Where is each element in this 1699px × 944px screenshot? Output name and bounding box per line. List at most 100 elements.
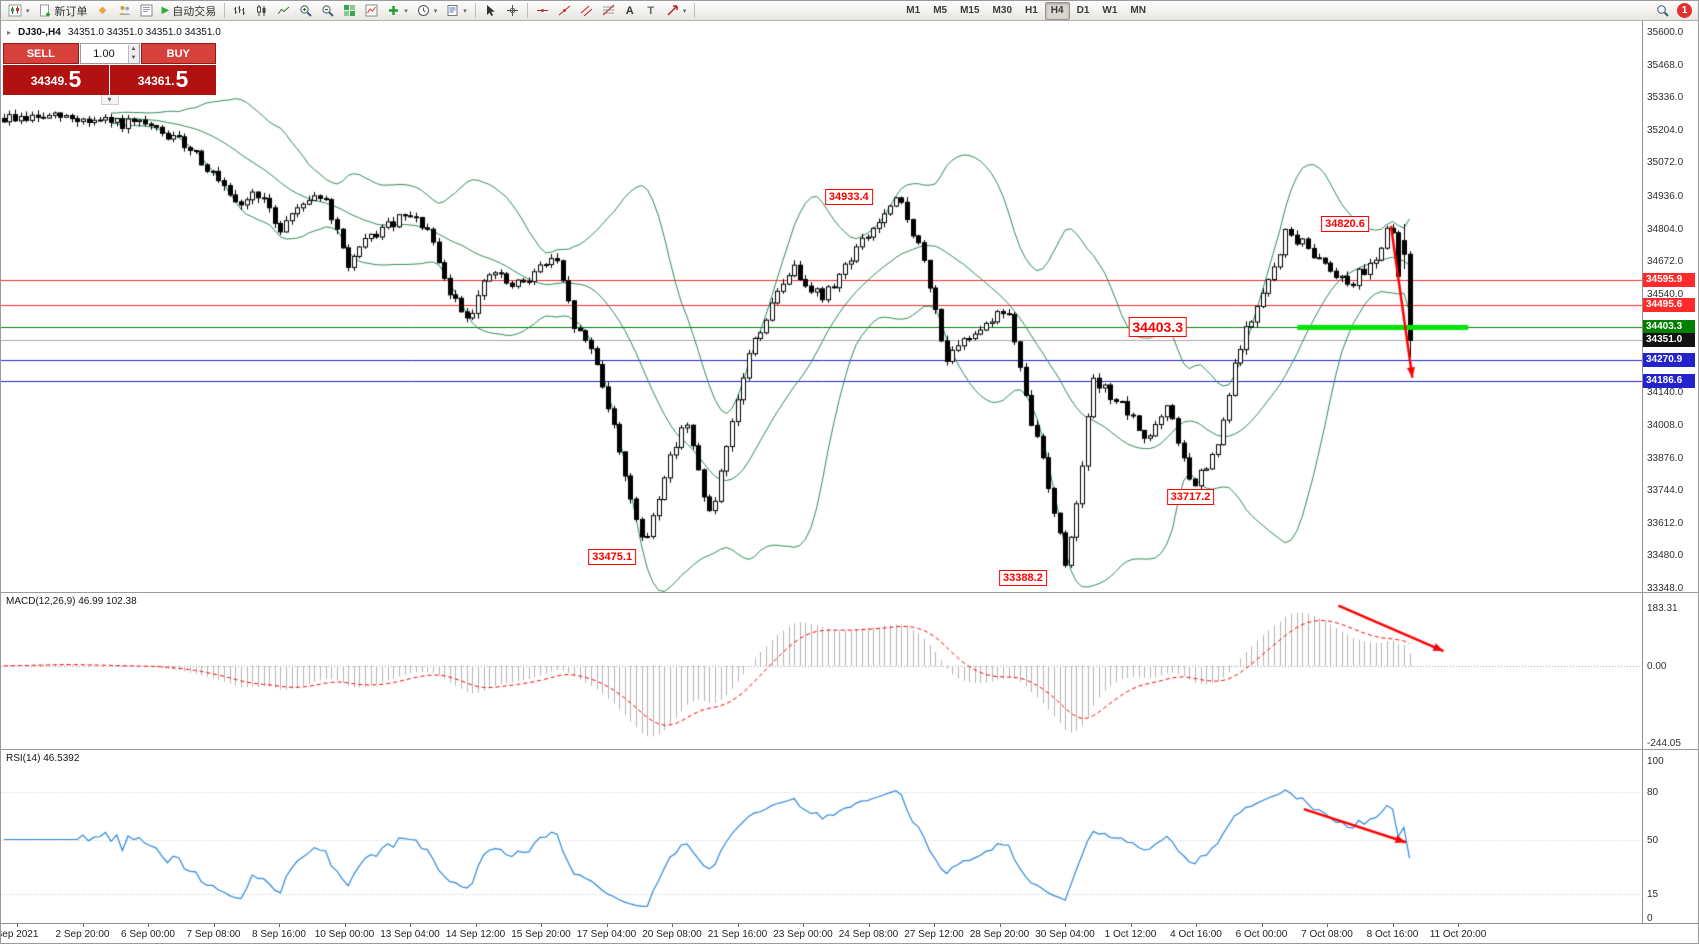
zoom-out-button[interactable]: [317, 2, 338, 20]
trendline-button[interactable]: [554, 2, 575, 20]
date-label: 4 Oct 16:00: [1170, 929, 1222, 940]
price-axis-label: 33612.0: [1647, 517, 1684, 529]
chart-info-expander-icon[interactable]: ▸: [7, 28, 12, 37]
candlestick-icon: [257, 5, 266, 16]
rsi-canvas[interactable]: [1, 750, 1644, 924]
rsi-axis-gutter[interactable]: 100 80 50 15 0: [1642, 750, 1698, 924]
timeframe-h1-button[interactable]: H1: [1019, 2, 1044, 20]
macd-axis-label: 183.31: [1647, 603, 1678, 614]
price-axis-label: 35336.0: [1647, 92, 1684, 104]
periods-button[interactable]: ▾: [413, 2, 442, 20]
channel-button[interactable]: [576, 2, 597, 20]
rsi-panel[interactable]: 100 80 50 15 0 RSI(14) 46.5392: [1, 749, 1698, 924]
profiles-icon: [119, 6, 130, 15]
date-label: 21 Sep 16:00: [707, 929, 768, 940]
new-chart-caret-icon: ▾: [26, 7, 30, 15]
timeframe-h4-button[interactable]: H4: [1044, 1, 1070, 20]
date-label: 13 Sep 04:00: [380, 929, 440, 940]
indicators-list-button[interactable]: [361, 2, 382, 20]
chart-bars-button[interactable]: [229, 2, 250, 20]
sell-button[interactable]: SELL: [3, 43, 79, 64]
text-tool-button[interactable]: A: [620, 2, 640, 20]
volume-decrease-button[interactable]: ▼: [128, 53, 139, 63]
timeframe-m30-button[interactable]: M30: [987, 2, 1018, 20]
date-label: 15 Sep 20:00: [511, 929, 571, 940]
auto-trading-label: 自动交易: [172, 5, 217, 18]
search-button[interactable]: [1652, 2, 1673, 20]
price-chart-canvas[interactable]: [1, 21, 1644, 592]
timeframe-label: H1: [1025, 5, 1038, 16]
price-axis-gutter[interactable]: 35600.0 35468.0 35336.0 35204.0 35072.0 34936…: [1642, 21, 1698, 594]
timeframe-m5-button[interactable]: M5: [927, 2, 953, 20]
date-tick: [737, 924, 739, 927]
date-tick: [803, 924, 804, 927]
timeframe-m1-button[interactable]: M1: [900, 2, 926, 20]
horizontal-line-button[interactable]: [532, 2, 553, 20]
timeframe-m15-button[interactable]: M15: [954, 2, 985, 20]
auto-trading-button[interactable]: ▶ 自动交易: [158, 2, 221, 20]
zoom-in-button[interactable]: [295, 2, 316, 20]
date-tick: [1130, 924, 1132, 927]
date-tick: [1392, 924, 1394, 927]
templates-button[interactable]: ▾: [442, 2, 471, 20]
date-axis[interactable]: Sep 2021 2 Sep 20:00 6 Sep 00:00 7 Sep 08:0…: [1, 923, 1698, 943]
one-click-trading-panel: SELL 1.00 ▲ ▼ BUY 34349. 5 34361. 5 ▾: [3, 43, 216, 105]
price-axis-label: 34936.0: [1647, 190, 1684, 202]
zoom-out-icon: [322, 5, 334, 17]
new-chart-button[interactable]: ▾: [4, 2, 34, 20]
volume-field[interactable]: 1.00 ▲ ▼: [79, 43, 140, 64]
new-order-button[interactable]: 新订单: [35, 2, 92, 20]
add-indicator-icon: [389, 6, 399, 15]
add-indicator-caret-icon: ▾: [404, 7, 408, 15]
cursor-button[interactable]: [480, 2, 501, 20]
auto-trading-icon: ▶: [161, 4, 170, 16]
macd-panel[interactable]: 183.31 0.00 -244.05 MACD(12,26,9) 46.99 10…: [1, 592, 1698, 750]
date-label: 8 Sep 16:00: [252, 929, 306, 940]
add-indicator-button[interactable]: ▾: [383, 2, 412, 20]
crosshair-button[interactable]: [502, 2, 523, 20]
timeframe-label: D1: [1076, 5, 1090, 16]
macd-axis-gutter[interactable]: 183.31 0.00 -244.05: [1642, 593, 1698, 749]
sell-price[interactable]: 34349. 5: [3, 65, 109, 95]
toolbar-separator: [224, 3, 226, 18]
volume-increase-button[interactable]: ▲: [128, 44, 139, 54]
notification-badge[interactable]: 1: [1677, 3, 1692, 18]
tile-windows-button[interactable]: [339, 2, 360, 20]
volume-value[interactable]: 1.00: [93, 47, 115, 60]
arrows-tool-button[interactable]: ▾: [662, 2, 691, 20]
price-axis-label: 34140.0: [1647, 387, 1684, 399]
timeframe-w1-button[interactable]: W1: [1096, 2, 1123, 20]
date-tick: [17, 924, 18, 927]
date-tick: [868, 924, 870, 927]
date-tick: [148, 924, 149, 927]
price-axis-label: 34540.0: [1647, 288, 1684, 300]
trendline-icon: [558, 5, 571, 16]
price-axis-label: 34672.0: [1647, 256, 1684, 268]
date-label: 17 Sep 04:00: [576, 929, 637, 940]
fibonacci-button[interactable]: [598, 2, 619, 20]
macd-canvas[interactable]: [1, 593, 1644, 750]
data-window-button[interactable]: [136, 2, 157, 20]
profiles-button[interactable]: [114, 2, 135, 20]
date-label: 30 Sep 04:00: [1035, 929, 1095, 940]
chart-line-button[interactable]: [273, 2, 294, 20]
timeframe-mn-button[interactable]: MN: [1124, 2, 1152, 20]
price-axis-label: 33348.0: [1647, 583, 1684, 594]
buy-price[interactable]: 34361. 5: [110, 65, 216, 95]
rsi-axis-label: 15: [1647, 889, 1659, 901]
metaeditor-button[interactable]: ◆: [93, 2, 113, 20]
toolbar-separator: [474, 3, 476, 18]
arrow-tool-icon: [667, 5, 678, 16]
date-label: 1 Oct 12:00: [1104, 929, 1157, 940]
price-tag: 34403.3: [1643, 320, 1695, 335]
label-tool-button[interactable]: T: [641, 2, 661, 20]
timeframe-label: M5: [933, 5, 948, 16]
price-axis-label: 34804.0: [1647, 223, 1684, 235]
trade-panel-collapse-button[interactable]: ▾: [100, 95, 119, 105]
cursor-icon: [486, 5, 495, 16]
chart-candles-button[interactable]: [251, 2, 272, 20]
timeframe-d1-button[interactable]: D1: [1071, 2, 1096, 20]
chart-ohlc: 34351.0 34351.0 34351.0 34351.0: [67, 27, 221, 38]
buy-button[interactable]: BUY: [140, 43, 216, 64]
horizontal-line-icon: [536, 9, 548, 12]
